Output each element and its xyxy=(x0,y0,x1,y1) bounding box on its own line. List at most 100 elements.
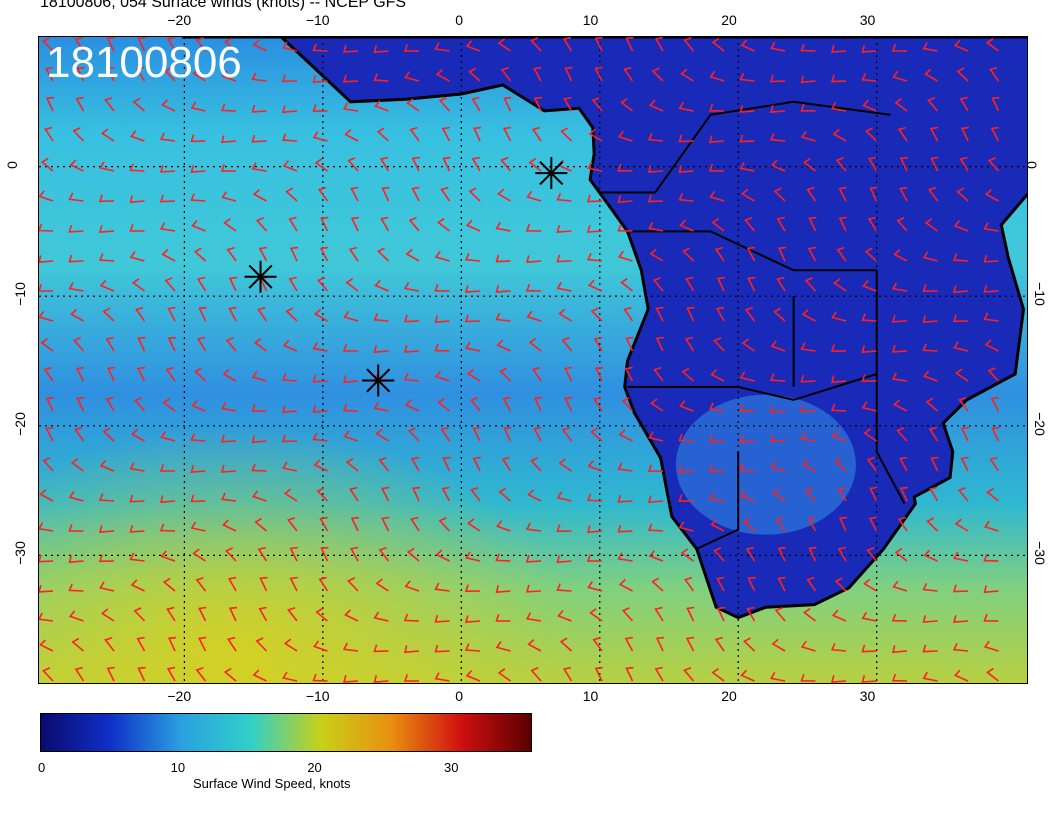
wind-barb xyxy=(437,217,450,232)
wind-barb xyxy=(892,580,908,592)
wind-barb xyxy=(137,37,146,52)
wind-barb xyxy=(191,399,206,412)
wind-barb xyxy=(740,669,755,682)
wind-barb xyxy=(617,524,633,533)
wind-barb xyxy=(959,96,969,112)
wind-barb xyxy=(772,488,786,502)
colorbar-tick-label: 10 xyxy=(170,760,186,775)
wind-barb xyxy=(983,284,999,293)
wind-barb xyxy=(441,126,451,142)
wind-barb xyxy=(711,217,725,232)
wind-barb xyxy=(342,403,359,412)
wind-barb xyxy=(744,306,756,322)
wind-barb xyxy=(739,435,755,444)
wind-barb xyxy=(251,72,267,82)
wind-barb xyxy=(838,516,848,532)
wind-barb xyxy=(289,246,299,262)
wind-barb xyxy=(288,216,298,232)
wind-barb xyxy=(708,464,725,473)
wind-barb xyxy=(312,432,328,442)
wind-barb xyxy=(106,366,116,382)
wind-barb xyxy=(434,315,450,324)
wind-barb xyxy=(896,217,908,232)
wind-barb xyxy=(381,186,390,202)
wind-barb xyxy=(405,248,420,262)
wind-barb xyxy=(744,216,756,232)
wind-barb xyxy=(564,396,573,412)
wind-barb xyxy=(831,430,847,442)
wind-barb xyxy=(197,336,207,352)
wind-barb xyxy=(75,96,85,112)
wind-barb xyxy=(411,156,420,172)
wind-barb xyxy=(861,313,877,322)
wind-barb xyxy=(747,276,756,292)
wind-barb xyxy=(863,578,877,592)
wind-barb xyxy=(648,221,664,232)
wind-barb xyxy=(587,279,603,292)
wind-barb xyxy=(470,486,481,502)
wind-barb xyxy=(800,103,816,112)
wind-barb xyxy=(403,674,419,682)
wind-barb xyxy=(684,336,695,352)
wind-barb xyxy=(686,606,695,622)
wind-barb xyxy=(709,135,725,144)
wind-barb xyxy=(528,157,542,172)
wind-barb xyxy=(404,71,420,82)
wind-barb xyxy=(345,278,359,292)
wind-barb xyxy=(471,96,481,112)
wind-barb xyxy=(283,638,298,652)
wind-barb xyxy=(830,403,847,412)
wind-barb xyxy=(102,307,115,322)
wind-barb xyxy=(164,67,176,82)
wind-barb xyxy=(557,609,572,622)
wind-barb xyxy=(587,161,603,172)
wind-barb xyxy=(922,315,938,324)
wind-barb xyxy=(495,553,511,562)
wind-barb xyxy=(891,314,908,323)
wind-barb xyxy=(834,457,847,472)
date-stamp: 18100806 xyxy=(46,38,242,87)
wind-barb xyxy=(220,103,237,112)
wind-barb xyxy=(709,190,725,202)
wind-barb xyxy=(837,546,847,562)
wind-barb xyxy=(39,223,54,232)
wind-barb xyxy=(39,522,54,532)
wind-barb xyxy=(564,66,573,82)
wind-barb xyxy=(441,486,451,502)
wind-barb xyxy=(403,314,420,323)
wind-barb xyxy=(161,99,176,112)
wind-barb xyxy=(190,134,206,143)
wind-barb xyxy=(837,486,847,502)
wind-barb xyxy=(834,577,847,592)
axis-tick-label: −20 xyxy=(167,12,192,28)
wind-barb xyxy=(862,99,877,112)
wind-barb xyxy=(251,370,267,382)
wind-barb xyxy=(682,247,695,262)
wind-barb xyxy=(374,100,389,112)
wind-barb xyxy=(160,431,176,442)
wind-barb xyxy=(800,640,816,652)
country-border xyxy=(599,100,891,194)
wind-barb xyxy=(953,551,969,562)
wind-barb xyxy=(129,224,145,232)
wind-barb xyxy=(746,246,756,262)
wind-barb xyxy=(983,222,999,232)
wind-barb xyxy=(165,366,176,382)
wind-barb xyxy=(559,637,573,652)
kalahari-shading xyxy=(675,394,856,535)
wind-barb xyxy=(312,43,328,52)
wind-barb xyxy=(257,306,268,322)
wind-barb xyxy=(403,344,420,353)
wind-barb xyxy=(526,310,542,322)
wind-barb xyxy=(742,517,756,532)
wind-barb xyxy=(464,285,481,293)
wind-barb xyxy=(166,37,176,52)
wind-barb xyxy=(953,220,969,232)
wind-barb xyxy=(861,73,877,82)
wind-barb xyxy=(255,217,268,232)
wind-barb xyxy=(986,487,999,502)
wind-barb xyxy=(683,576,695,592)
wind-barb xyxy=(499,367,512,382)
wind-barb xyxy=(281,105,298,114)
wind-barb xyxy=(342,344,359,352)
